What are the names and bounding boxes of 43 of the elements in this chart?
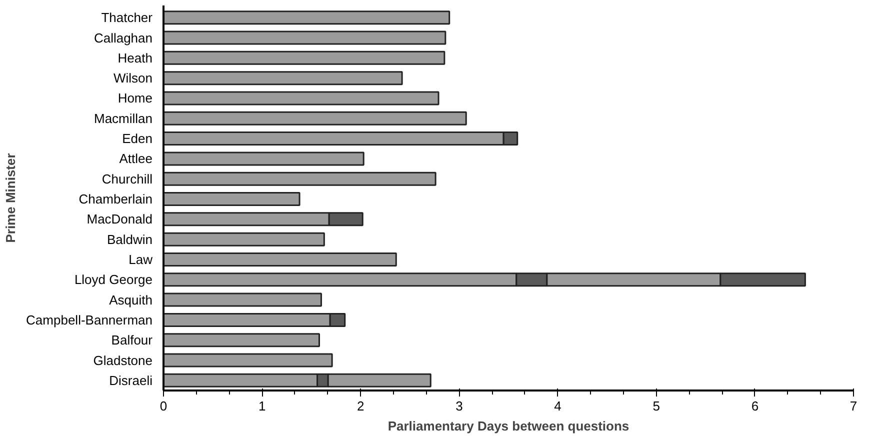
y-tick-label: Chamberlain bbox=[78, 192, 152, 207]
bar bbox=[164, 30, 446, 45]
y-tick-label: Balfour bbox=[111, 332, 154, 348]
bar bbox=[164, 292, 322, 307]
y-tick-label: Asquith bbox=[109, 292, 153, 308]
x-tick-label: 7 bbox=[850, 398, 858, 414]
x-tick-label: 5 bbox=[652, 398, 660, 414]
bar bbox=[164, 192, 300, 206]
bar bbox=[164, 50, 446, 65]
bar bbox=[164, 91, 440, 106]
bar bbox=[164, 111, 467, 126]
x-axis-title: Parliamentary Days between questions bbox=[388, 418, 630, 434]
y-tick-label: Lloyd George bbox=[74, 272, 153, 288]
y-tick-label: Thatcher bbox=[101, 10, 154, 26]
y-tick-label: Campbell-Bannerman bbox=[26, 312, 152, 328]
x-tick-label: 3 bbox=[456, 398, 463, 414]
bar bbox=[164, 232, 325, 246]
bar bbox=[164, 252, 397, 266]
bar bbox=[164, 152, 364, 166]
y-tick-label: Baldwin bbox=[106, 232, 153, 247]
y-tick-label: Disraeli bbox=[109, 372, 153, 388]
y-tick-label: Heath bbox=[118, 50, 153, 66]
y-tick-label: Eden bbox=[122, 131, 153, 146]
x-tick-label: 2 bbox=[357, 398, 364, 414]
x-tick-label: 6 bbox=[751, 398, 759, 414]
y-tick-label: Churchill bbox=[102, 171, 153, 186]
y-tick-label: Gladstone bbox=[93, 352, 153, 368]
x-tick-label: 4 bbox=[554, 398, 562, 414]
y-tick-label: Law bbox=[128, 252, 154, 267]
bar bbox=[164, 10, 450, 25]
y-tick-label: Home bbox=[118, 90, 153, 106]
bar bbox=[164, 172, 436, 186]
y-tick-label: Callaghan bbox=[94, 30, 152, 46]
bar bbox=[164, 333, 320, 348]
y-tick-label: Attlee bbox=[119, 151, 153, 166]
y-tick-label: Wilson bbox=[113, 70, 153, 86]
y-tick-label: MacDonald bbox=[86, 212, 153, 227]
y-axis-title: Prime Minister bbox=[3, 153, 18, 243]
bar bbox=[164, 71, 403, 86]
bar bbox=[164, 353, 333, 368]
x-tick-label: 0 bbox=[160, 398, 168, 414]
x-tick-label: 1 bbox=[258, 398, 266, 414]
y-tick-label: Macmillan bbox=[94, 110, 153, 126]
